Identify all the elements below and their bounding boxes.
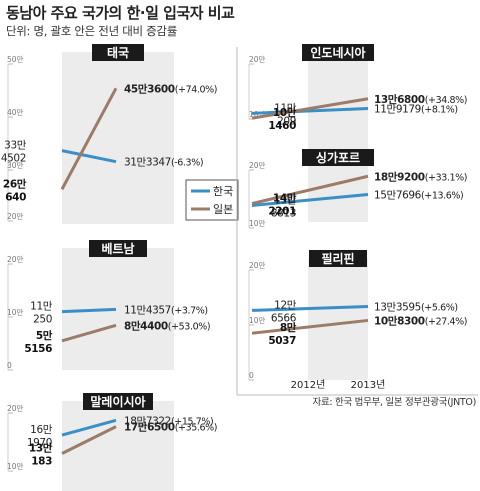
panel-title: 태국: [107, 45, 129, 60]
start-label-japan: 14만: [273, 192, 297, 205]
y-tick-label: 40만: [7, 108, 24, 117]
panel-title: 말레이시아: [90, 394, 145, 409]
start-label-korea: 12만: [274, 299, 297, 311]
series-line-japan: [60, 87, 118, 190]
series-line-korea: [251, 193, 369, 207]
start-label-korea-rest: 8813: [271, 207, 296, 219]
start-label-korea-rest: 1970: [27, 437, 52, 449]
series-line-korea: [61, 307, 117, 314]
panel-title: 싱가포르: [316, 150, 360, 165]
series-line-japan: [61, 323, 117, 343]
series-line-korea: [251, 305, 369, 312]
start-label-korea-rest: 4502: [1, 153, 26, 165]
source-note: 자료: 한국 법무부, 일본 정부관광국(JNTO): [313, 396, 476, 408]
y-tick-label: 20만: [7, 255, 24, 264]
legend-label-japan: 일본: [213, 202, 233, 216]
start-label-japan-rest: 1460: [268, 120, 296, 132]
y-tick-label: 20만: [7, 404, 24, 413]
y-tick-label: 0: [249, 371, 254, 380]
start-label-korea: 16만: [30, 424, 53, 436]
series-line-japan: [61, 425, 117, 455]
start-label-japan: 13만: [29, 441, 53, 454]
panel-title-bg: [83, 393, 153, 410]
legend-label-korea: 한국: [213, 185, 233, 198]
y-tick-label: 20만: [249, 261, 266, 270]
panel-title: 인도네시아: [310, 45, 365, 60]
end-label-japan: 10만8300(+27.4%): [374, 314, 467, 327]
start-label-korea-rest: 6566: [271, 312, 297, 324]
y-tick-label: 20만: [249, 161, 266, 170]
start-label-japan: 26만: [3, 177, 27, 190]
panel-title-bg: [89, 240, 147, 257]
start-label-japan-rest: 2201: [268, 206, 296, 218]
end-label-japan: 45만3600(+74.0%): [124, 82, 217, 95]
panel-title-bg: [92, 44, 144, 61]
y-tick-label: 10만: [7, 462, 24, 471]
y-tick-label: 50만: [7, 55, 24, 64]
start-label-japan-rest: 183: [31, 455, 52, 467]
y-tick-label: 10만: [249, 219, 266, 228]
y-tick-label: 20만: [7, 212, 24, 221]
end-label-japan: 18만9200(+33.1%): [374, 170, 467, 183]
end-label-korea: 18만7322(+15.7%): [124, 415, 213, 427]
end-label-korea: 31만3347(-6.3%): [124, 157, 203, 169]
y-tick-label: 10만: [249, 316, 266, 325]
start-label-japan-rest: 640: [5, 191, 26, 203]
start-label-japan-rest: 5037: [268, 335, 296, 347]
start-label-korea-rest: 209: [277, 115, 296, 127]
series-line-korea: [61, 149, 117, 164]
start-label-japan: 10만: [273, 106, 297, 119]
period-band: [308, 258, 368, 380]
end-label-korea: 15만7696(+13.6%): [374, 190, 463, 202]
end-label-korea: 11만9179(+8.1%): [374, 103, 458, 115]
page-subtitle: 단위: 명, 괄호 안은 전년 대비 증감률: [6, 24, 177, 38]
series-line-japan: [251, 318, 369, 335]
start-label-korea: 33만: [4, 140, 27, 152]
end-label-japan: 13만6800(+34.8%): [374, 93, 467, 106]
period-band: [62, 401, 174, 491]
start-label-korea: 11만: [30, 301, 53, 313]
end-label-korea: 11만4357(+3.7%): [124, 304, 208, 316]
y-tick-label: 10만: [7, 308, 24, 317]
end-label-japan: 8만4400(+53.0%): [124, 319, 210, 332]
x-label-2012: 2012년: [291, 379, 326, 391]
start-label-japan: 8만: [280, 321, 297, 334]
y-tick-label: 20만: [249, 55, 266, 64]
legend-box: [185, 179, 239, 221]
panel-title-bg: [302, 44, 374, 61]
start-label-japan: 5만: [36, 329, 53, 342]
page-title: 동남아 주요 국가의 한·일 입국자 비교: [6, 4, 235, 22]
start-label-korea-rest: 250: [33, 314, 52, 326]
period-band: [62, 248, 174, 370]
panel-title-bg: [302, 149, 374, 166]
series-line-japan: [251, 174, 369, 205]
end-label-japan: 17만6500(+35.6%): [124, 421, 217, 434]
panel-title: 베트남: [101, 241, 134, 256]
end-label-korea: 13만3595(+5.6%): [374, 302, 458, 314]
y-tick-label: 0: [7, 361, 12, 370]
panel-title: 필리핀: [321, 251, 354, 266]
series-line-korea: [251, 106, 369, 115]
series-line-japan: [251, 97, 369, 120]
period-band: [62, 52, 174, 224]
panel-title-bg: [309, 250, 367, 267]
series-line-korea: [61, 418, 117, 437]
x-label-2013: 2013년: [351, 379, 386, 391]
start-label-japan-rest: 5156: [24, 343, 52, 355]
y-tick-label: 30만: [7, 161, 24, 170]
